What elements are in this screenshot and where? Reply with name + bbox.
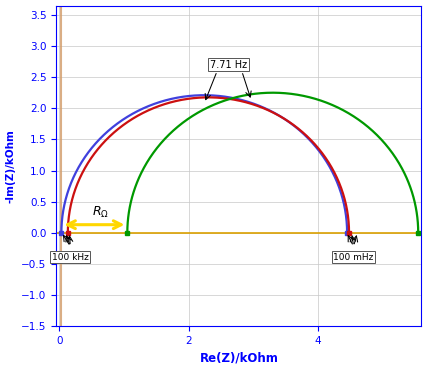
Text: 100 kHz: 100 kHz [52, 253, 89, 262]
X-axis label: Re(Z)/kOhm: Re(Z)/kOhm [199, 352, 278, 364]
Text: 100 mHz: 100 mHz [333, 253, 373, 262]
Y-axis label: -Im(Z)/kOhm: -Im(Z)/kOhm [6, 129, 15, 203]
Text: $R_\Omega$: $R_\Omega$ [92, 205, 109, 220]
Text: 7.71 Hz: 7.71 Hz [210, 60, 247, 70]
